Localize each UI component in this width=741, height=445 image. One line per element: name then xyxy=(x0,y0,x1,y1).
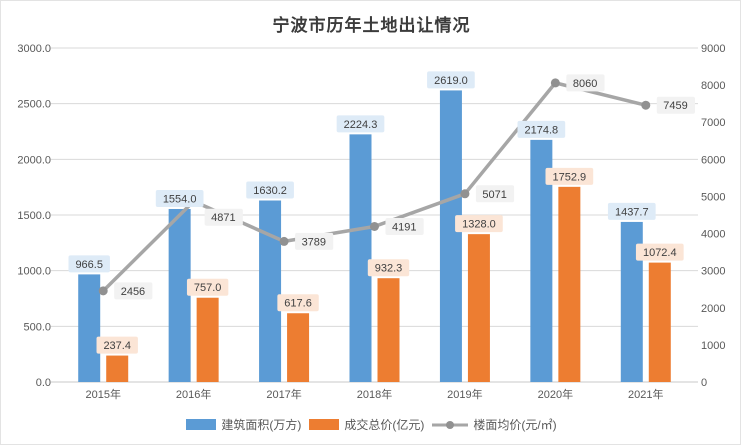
building-area-label-2015年: 966.5 xyxy=(75,259,103,271)
left-axis-tick: 1500.0 xyxy=(17,210,51,222)
floor-avg-price-label-2021年: 7459 xyxy=(663,100,687,112)
legend-label-floor-avg-price: 楼面均价(元/㎡) xyxy=(473,418,557,432)
transaction-total-label-2020年: 1752.9 xyxy=(553,171,587,183)
right-axis-tick: 6000 xyxy=(701,154,725,166)
floor-avg-price-marker-2018年 xyxy=(370,221,379,231)
x-axis-label: 2016年 xyxy=(176,387,211,401)
floor-avg-price-label-2017年: 3789 xyxy=(302,236,326,248)
right-axis-tick: 4000 xyxy=(701,229,725,241)
floor-avg-price-label-2018年: 4191 xyxy=(392,221,416,233)
building-area-bar-2019年 xyxy=(439,90,462,382)
left-axis-tick: 0.0 xyxy=(36,377,51,389)
floor-avg-price-marker-2021年 xyxy=(641,100,651,110)
transaction-total-label-2016年: 757.0 xyxy=(194,282,222,294)
legend-item-building-area: 建筑面积(万方) xyxy=(186,416,301,433)
blue-bar-swatch-icon xyxy=(186,419,217,430)
floor-avg-price-label-2016年: 4871 xyxy=(211,212,235,224)
right-axis-tick: 1000 xyxy=(701,340,725,352)
floor-avg-price-label-2019年-bg xyxy=(475,185,515,203)
transaction-total-bar-2019年 xyxy=(467,234,490,382)
floor-avg-price-label-2021年-bg xyxy=(656,96,695,114)
right-axis-tick: 7000 xyxy=(701,117,725,129)
transaction-total-label-2018年-bg xyxy=(367,259,410,277)
floor-avg-price-label-2020年: 8060 xyxy=(573,78,597,90)
building-area-label-2021年-bg xyxy=(607,202,656,220)
building-area-label-2015年-bg xyxy=(68,255,110,273)
floor-avg-price-marker-2015年 xyxy=(98,286,108,296)
transaction-total-label-2017年-bg xyxy=(277,294,319,312)
right-axis-tick: 0 xyxy=(701,377,707,389)
floor-avg-price-label-2020年-bg xyxy=(566,74,605,92)
right-axis-tick: 2000 xyxy=(701,303,725,315)
building-area-bar-2016年 xyxy=(168,208,191,382)
left-axis-tick: 2000.0 xyxy=(17,154,51,166)
chart-title: 宁波市历年土地出让情况 xyxy=(272,16,471,35)
transaction-total-label-2019年: 1328.0 xyxy=(462,219,496,231)
transaction-total-label-2015年: 237.4 xyxy=(103,340,131,352)
transaction-total-label-2018年: 932.3 xyxy=(375,263,403,275)
building-area-label-2020年: 2174.8 xyxy=(525,124,559,136)
building-area-label-2016年-bg xyxy=(155,189,204,207)
x-axis-label: 2021年 xyxy=(628,387,663,401)
left-axis-tick: 1000.0 xyxy=(17,266,51,278)
floor-avg-price-label-2018年-bg xyxy=(385,217,424,235)
orange-bar-swatch-icon xyxy=(309,419,340,430)
right-axis-tick: 8000 xyxy=(701,80,725,92)
chart-legend: 建筑面积(万方) 成交总价(亿元) 楼面均价(元/㎡) xyxy=(1,416,740,433)
building-area-label-2018年: 2224.3 xyxy=(344,119,378,131)
transaction-total-label-2021年: 1072.4 xyxy=(643,247,677,259)
left-axis-tick: 2500.0 xyxy=(17,99,51,111)
legend-item-floor-avg-price: 楼面均价(元/㎡) xyxy=(432,416,557,433)
transaction-total-bar-2020年 xyxy=(558,186,581,382)
combo-chart: 0.0 500.0 1000.0 1500.0 2000.0 2500.0 3000.0 0 1… xyxy=(17,43,725,401)
building-area-label-2019年: 2619.0 xyxy=(434,75,468,87)
floor-avg-price-label-2017年-bg xyxy=(295,232,334,250)
building-area-label-2021年: 1437.7 xyxy=(615,206,649,218)
legend-item-transaction-total: 成交总价(亿元) xyxy=(309,416,424,433)
left-axis-tick: 500.0 xyxy=(23,321,51,333)
gray-line-marker-swatch-icon xyxy=(432,420,469,429)
x-axis-label: 2015年 xyxy=(85,387,120,401)
transaction-total-label-2020年-bg xyxy=(545,167,594,185)
building-area-bar-2020年 xyxy=(530,139,553,382)
x-axis-label: 2018年 xyxy=(357,387,392,401)
x-axis-label: 2017年 xyxy=(266,387,301,401)
floor-avg-price-label-2015年: 2456 xyxy=(121,286,145,298)
legend-label-transaction-total: 成交总价(亿元) xyxy=(344,418,425,432)
building-area-bar-2021年 xyxy=(620,221,643,382)
building-area-label-2016年: 1554.0 xyxy=(163,193,197,205)
right-axis-tick: 5000 xyxy=(701,191,725,203)
left-axis-tick: 3000.0 xyxy=(17,43,51,55)
building-area-label-2018年-bg xyxy=(336,115,385,133)
building-area-bar-2015年 xyxy=(78,274,101,382)
transaction-total-bar-2016年 xyxy=(196,297,219,382)
transaction-total-bar-2021年 xyxy=(648,262,671,382)
building-area-label-2017年: 1630.2 xyxy=(253,185,287,197)
floor-avg-price-label-2019年: 5071 xyxy=(482,189,506,201)
building-area-label-2017年-bg xyxy=(246,181,294,199)
x-axis-label: 2019年 xyxy=(447,387,482,401)
right-axis-tick: 3000 xyxy=(701,266,725,278)
floor-avg-price-marker-2020年 xyxy=(550,78,560,88)
building-area-bar-2017年 xyxy=(259,200,282,382)
floor-avg-price-label-2015年-bg xyxy=(114,282,153,300)
transaction-total-label-2017年: 617.6 xyxy=(284,298,312,310)
building-area-label-2020年-bg xyxy=(517,120,566,138)
transaction-total-label-2021年-bg xyxy=(635,243,684,261)
transaction-total-bar-2015年 xyxy=(106,355,129,382)
right-axis-tick: 9000 xyxy=(701,43,725,55)
transaction-total-label-2016年-bg xyxy=(186,278,229,296)
transaction-total-label-2019年-bg xyxy=(455,215,503,233)
floor-avg-price-marker-2017年 xyxy=(279,236,289,246)
x-axis-label: 2020年 xyxy=(538,387,573,401)
legend-label-building-area: 建筑面积(万方) xyxy=(221,418,302,432)
floor-avg-price-marker-2019年 xyxy=(460,189,470,199)
transaction-total-label-2015年-bg xyxy=(96,336,138,354)
transaction-total-bar-2018年 xyxy=(377,278,400,382)
floor-avg-price-label-2016年-bg xyxy=(204,208,243,226)
transaction-total-bar-2017年 xyxy=(287,313,310,382)
building-area-label-2019年-bg xyxy=(427,71,475,89)
building-area-bar-2018年 xyxy=(349,134,372,382)
